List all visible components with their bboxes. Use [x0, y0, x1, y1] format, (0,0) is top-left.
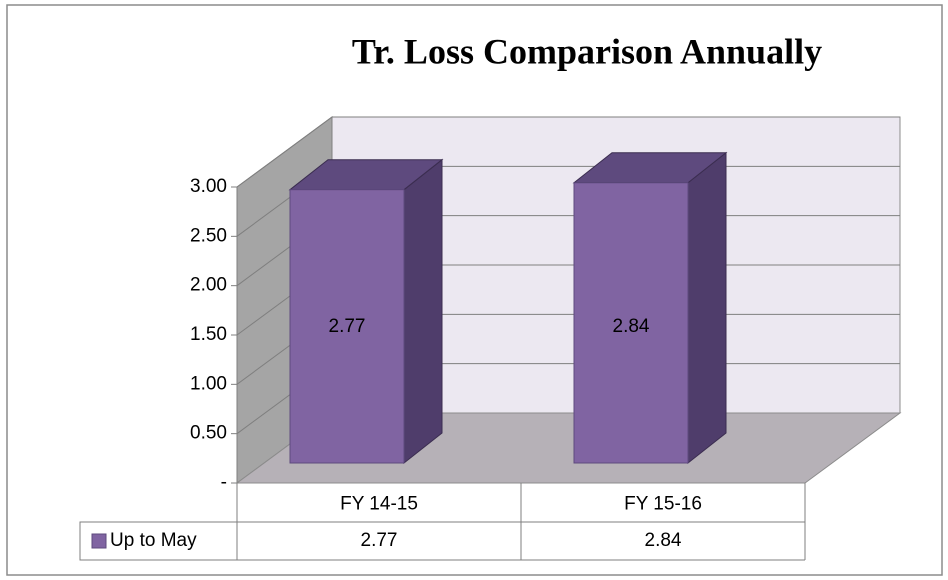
- y-tick-label: 2.00: [190, 275, 227, 296]
- legend-label: Up to May: [110, 530, 197, 551]
- bar: [289, 189, 405, 464]
- bar: [573, 182, 689, 464]
- data-label: 2.84: [613, 316, 650, 337]
- bar-side: [687, 151, 727, 465]
- y-tick-label: 1.50: [190, 324, 227, 345]
- legend-key: [91, 533, 107, 549]
- table-value: 2.84: [645, 530, 682, 551]
- y-tick-label: 2.50: [190, 225, 227, 246]
- data-label: 2.77: [329, 316, 366, 337]
- y-tick-label: 0.50: [190, 423, 227, 444]
- x-tick-label: FY 14-15: [340, 494, 418, 515]
- grid-line: [236, 116, 900, 188]
- bar-side: [403, 158, 443, 465]
- x-tick-label: FY 15-16: [624, 494, 702, 515]
- y-tick-label: 1.00: [190, 373, 227, 394]
- y-tick-label: -: [221, 472, 227, 493]
- y-tick-label: 3.00: [190, 176, 227, 197]
- chart-title: Tr. Loss Comparison Annually: [352, 31, 822, 71]
- table-value: 2.77: [361, 530, 398, 551]
